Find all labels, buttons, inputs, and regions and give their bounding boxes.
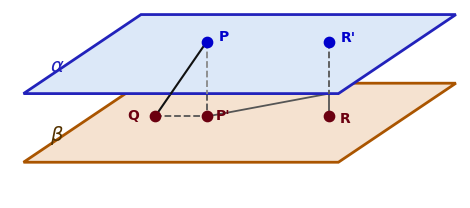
- Text: P': P': [215, 109, 230, 124]
- Text: Q: Q: [127, 109, 139, 124]
- Point: [203, 115, 211, 118]
- Text: β: β: [50, 126, 63, 145]
- Text: P: P: [219, 30, 229, 45]
- Text: R': R': [341, 31, 356, 46]
- Polygon shape: [24, 83, 456, 162]
- Point: [325, 40, 333, 43]
- Point: [203, 40, 211, 43]
- Text: α: α: [50, 57, 63, 76]
- Text: R: R: [339, 111, 350, 126]
- Point: [151, 115, 159, 118]
- Point: [325, 115, 333, 118]
- Polygon shape: [24, 15, 456, 94]
